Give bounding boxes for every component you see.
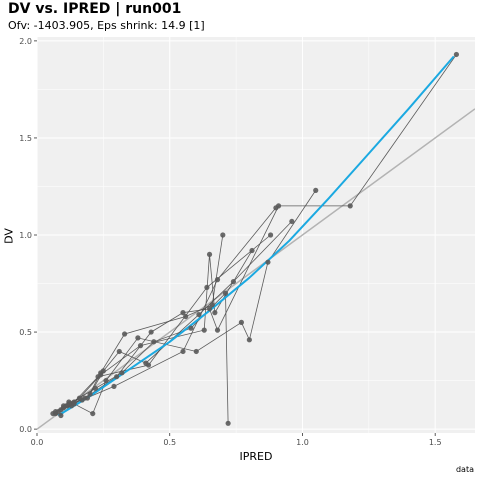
data-point xyxy=(143,360,149,366)
plot-caption: data xyxy=(455,465,474,474)
chart-title: DV vs. IPRED | run001 xyxy=(8,1,182,17)
data-point xyxy=(220,232,226,238)
data-point xyxy=(183,313,189,320)
subject-line-7 xyxy=(55,54,457,412)
data-point xyxy=(82,395,88,401)
y-tick-label: 1.0 xyxy=(19,231,32,240)
y-axis-label: DV xyxy=(2,228,16,244)
data-point xyxy=(196,311,202,318)
data-point xyxy=(238,319,244,325)
data-point xyxy=(249,247,255,254)
data-point xyxy=(222,290,229,296)
data-point xyxy=(90,410,96,417)
data-point xyxy=(347,203,353,209)
data-point xyxy=(209,302,215,308)
y-tick-label: 2.0 xyxy=(19,37,32,46)
data-point xyxy=(180,310,186,316)
y-tick-label: 0.0 xyxy=(19,425,32,434)
data-point xyxy=(111,383,117,390)
data-point xyxy=(193,348,199,355)
x-tick-label: 0.5 xyxy=(163,438,176,447)
y-tick-label: 0.5 xyxy=(19,328,32,337)
data-point xyxy=(100,368,106,374)
data-point xyxy=(114,374,120,380)
data-point xyxy=(246,337,252,343)
data-point xyxy=(71,401,77,407)
subject-line-6 xyxy=(65,250,253,407)
y-tick-label: 1.5 xyxy=(19,134,32,143)
data-point xyxy=(92,385,98,391)
data-point xyxy=(52,409,59,415)
x-tick-label: 1.0 xyxy=(296,438,309,447)
data-point xyxy=(206,251,213,258)
data-point xyxy=(135,335,141,341)
data-point xyxy=(225,420,231,426)
data-point xyxy=(214,327,221,333)
data-point xyxy=(214,277,221,283)
data-point xyxy=(206,306,213,312)
data-point xyxy=(188,325,194,331)
chart-subtitle: Ofv: -1403.905, Eps shrink: 14.9 [1] xyxy=(8,19,205,32)
data-point xyxy=(289,218,295,225)
data-point xyxy=(151,339,157,345)
data-point xyxy=(275,203,282,209)
data-point xyxy=(453,51,460,58)
data-point xyxy=(66,401,72,407)
data-point xyxy=(122,331,128,337)
data-point xyxy=(103,377,109,384)
data-point xyxy=(98,372,104,378)
data-point xyxy=(116,348,122,355)
data-point xyxy=(148,329,154,335)
data-point xyxy=(76,395,83,401)
x-tick-label: 1.5 xyxy=(429,438,442,447)
data-point xyxy=(230,278,237,285)
data-point xyxy=(87,391,93,397)
data-point xyxy=(204,284,210,291)
data-point xyxy=(212,310,218,316)
data-point xyxy=(119,370,125,376)
x-axis-label: IPRED xyxy=(239,450,273,463)
data-point xyxy=(58,412,64,419)
x-tick-label: 0.0 xyxy=(31,438,44,447)
data-point xyxy=(313,187,319,193)
data-point xyxy=(180,348,186,355)
data-point xyxy=(265,259,271,265)
data-point xyxy=(268,232,274,238)
data-point xyxy=(201,327,207,333)
data-point xyxy=(137,343,144,349)
